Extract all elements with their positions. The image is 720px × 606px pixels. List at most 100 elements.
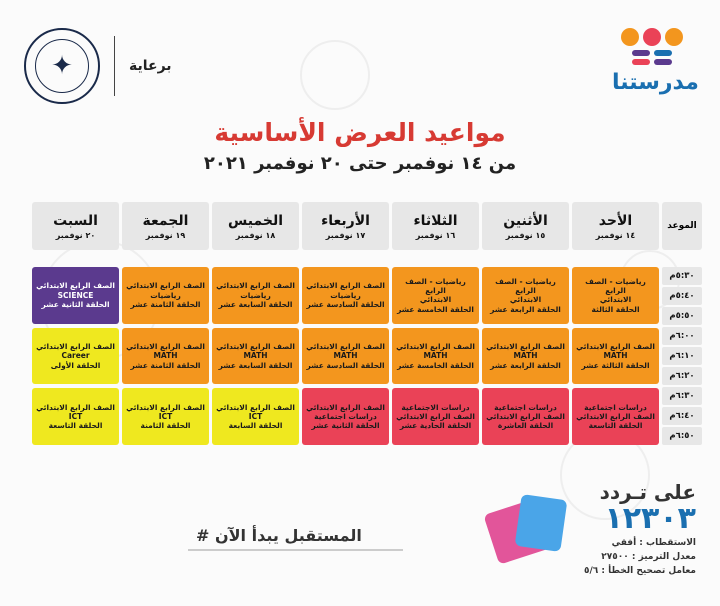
slot-line: الصف الرابع الابتدائي — [216, 281, 295, 291]
program-slot: الصف الرابع الابتدائي MATH الحلقة السابعة … — [212, 327, 299, 385]
slot-line: الحلقة التاسعة — [48, 421, 103, 431]
program-slot: الصف الرابع الابتدائي MATH الحلقة الثامنة … — [122, 327, 209, 385]
slot-line: رياضيات - الصف الرابع — [405, 276, 466, 295]
slot-line: الحلقة السابعة عشر — [218, 300, 293, 310]
day-date: ٢٠ نوفمبر — [55, 230, 96, 240]
frequency-label: على تـردد — [599, 480, 696, 504]
program-slot: الصف الرابع الابتدائي MATH الحلقة الرابعة … — [482, 327, 569, 385]
program-slot: الصف الرابع الابتدائي Career الحلقة الأولى — [32, 327, 119, 385]
slot-line: Career — [61, 351, 90, 361]
day-header: الأربعاء ١٧ نوفمبر — [302, 202, 389, 250]
frequency-info: على تـردد ١٢٣٠٣ الاستقطاب : أفقي معدل ال… — [576, 480, 696, 576]
time-slot-label: ٦:١٠م — [662, 347, 702, 365]
slot-line: الصف الرابع الابتدائي — [396, 341, 475, 351]
program-slot: الصف الرابع الابتدائي MATH الحلقة الخامسة … — [392, 327, 479, 385]
day-date: ١٥ نوفمبر — [505, 230, 546, 240]
day-column: الصف الرابع الابتدائي رياضيات الحلقة الساد… — [302, 267, 389, 446]
day-header: الخميس ١٨ نوفمبر — [212, 202, 299, 250]
symbol-rate-text: معدل الترميز : ٢٧٥٠٠ — [601, 552, 696, 562]
program-slot: الصف الرابع الابتدائي ICT الحلقة التاسعة — [32, 388, 119, 446]
program-slot: رياضيات - الصف الرابع الابتدائي الحلقة الخ… — [392, 267, 479, 324]
madrasatna-logo: مدرستنا — [612, 28, 699, 95]
slot-line: الصف الرابع الابتدائي — [216, 402, 295, 412]
time-slot-label: ٦:٤٠م — [662, 407, 702, 425]
program-slot: الصف الرابع الابتدائي رياضيات الحلقة الساد… — [302, 267, 389, 324]
slot-line: الابتدائي — [599, 295, 632, 305]
slot-line: الحلقة العاشرة — [497, 421, 554, 431]
program-slot: الصف الرابع الابتدائي MATH الحلقة الثالثة … — [572, 327, 659, 385]
slot-line: ICT — [68, 411, 83, 421]
day-date: ١٧ نوفمبر — [325, 230, 366, 240]
books-illustration-icon — [478, 494, 578, 565]
slot-line: دراسات اجتماعية — [314, 411, 377, 421]
slot-line: MATH — [243, 351, 268, 361]
day-column: الصف الرابع الابتدائي رياضيات الحلقة الثام… — [122, 267, 209, 446]
day-name: الجمعة — [142, 212, 189, 229]
logo-bars — [612, 50, 692, 68]
slot-line: الحلقة الخامسة عشر — [397, 304, 474, 314]
slot-line: الصف الرابع الابتدائي — [576, 411, 655, 421]
day-column: رياضيات - الصف الرابع الابتدائي الحلقة الخ… — [392, 267, 479, 446]
slot-line: الابتدائي — [509, 295, 542, 305]
slot-line: الحلقة السابعة عشر — [218, 360, 293, 370]
program-slot: الصف الرابع الابتدائي MATH الحلقة السادسة … — [302, 327, 389, 385]
program-slot: دراسات الاجتماعية الصف الرابع الابتدائي ال… — [392, 388, 479, 446]
slot-line: SCIENCE — [57, 290, 94, 300]
day-column: الصف الرابع الابتدائي SCIENCE الحلقة الثان… — [32, 267, 119, 446]
day-header: الأحد ١٤ نوفمبر — [572, 202, 659, 250]
day-header: الأثنين ١٥ نوفمبر — [482, 202, 569, 250]
day-column: الصف الرابع الابتدائي رياضيات الحلقة الساب… — [212, 267, 299, 446]
day-date: ١٨ نوفمبر — [235, 230, 276, 240]
slot-line: MATH — [603, 351, 628, 361]
slot-line: الحلقة التاسعة — [588, 421, 643, 431]
slot-line: الصف الرابع الابتدائي — [36, 341, 115, 351]
slot-line: الصف الرابع الابتدائي — [36, 281, 115, 291]
slot-line: الصف الرابع الابتدائي — [306, 402, 385, 412]
slot-line: رياضيات - الصف الرابع — [585, 276, 646, 295]
slot-line: دراسات اجتماعية — [584, 402, 647, 412]
schedule-header-row: الموعد الأحد ١٤ نوفمبر الأثنين ١٥ نوفمبر الثل… — [22, 202, 702, 250]
day-header: الجمعة ١٩ نوفمبر — [122, 202, 209, 250]
slot-line: الحلقة الثالثة عشر — [581, 360, 650, 370]
slot-line: الحلقة الثالثة — [591, 304, 640, 314]
time-header: الموعد — [662, 202, 702, 250]
day-header: الثلاثاء ١٦ نوفمبر — [392, 202, 479, 250]
slot-line: الحلقة الثانية عشر — [41, 300, 110, 310]
day-column: رياضيات - الصف الرابع الابتدائي الحلقة الث… — [572, 267, 659, 446]
program-slot: الصف الرابع الابتدائي ICT الحلقة الثامنة — [122, 388, 209, 446]
slot-line: الحلقة الخامسة عشر — [397, 360, 474, 370]
slot-line: الحلقة الثانية عشر — [311, 421, 380, 431]
slot-line: الحلقة السادسة عشر — [306, 300, 385, 310]
slot-line: الصف الرابع الابتدائي — [306, 341, 385, 351]
sponsor-label: برعاية — [129, 58, 172, 74]
polarization-text: الاستقطاب : أفقي — [611, 538, 696, 548]
slot-line: الصف الرابع الابتدائي — [126, 281, 205, 291]
slot-line: الصف الرابع الابتدائي — [486, 341, 565, 351]
day-name: الأربعاء — [321, 212, 370, 229]
program-slot: الصف الرابع الابتدائي ICT الحلقة السابعة — [212, 388, 299, 446]
time-slot-label: ٦:٠٠م — [662, 327, 702, 345]
slot-line: الحلقة السابعة — [228, 421, 283, 431]
day-name: الثلاثاء — [413, 212, 458, 229]
day-name: الأثنين — [503, 212, 548, 229]
slot-line: رياضيات - الصف الرابع — [495, 276, 556, 295]
program-slot: الصف الرابع الابتدائي دراسات اجتماعية الحل… — [302, 388, 389, 446]
slot-line: الصف الرابع الابتدائي — [396, 411, 475, 421]
schedule-table: الموعد الأحد ١٤ نوفمبر الأثنين ١٥ نوفمبر الثل… — [22, 202, 702, 446]
day-date: ١٤ نوفمبر — [595, 230, 636, 240]
slot-line: MATH — [423, 351, 448, 361]
time-slot-label: ٦:٣٠م — [662, 387, 702, 405]
program-slot: دراسات اجتماعية الصف الرابع الابتدائي الحل… — [572, 388, 659, 446]
slot-line: الحلقة الثامنة عشر — [130, 300, 201, 310]
slot-line: الصف الرابع الابتدائي — [126, 402, 205, 412]
slot-line: ICT — [158, 411, 173, 421]
slot-line: الحلقة الرابعة عشر — [490, 304, 561, 314]
time-slot-label: ٥:٤٠م — [662, 287, 702, 305]
slot-line: الحلقة الحادية عشر — [399, 421, 472, 431]
time-slot-label: ٥:٥٠م — [662, 307, 702, 325]
time-column: ٥:٣٠م ٥:٤٠م ٥:٥٠م ٦:٠٠م ٦:١٠م ٦:٢٠م ٦:٣٠م ٦:٤٠م… — [662, 267, 702, 445]
hashtag-slogan: # المستقبل يبدأ الآن — [196, 526, 362, 545]
page-title: مواعيد العرض الأساسية — [214, 118, 506, 147]
slot-line: رياضيات — [330, 290, 361, 300]
time-slot-label: ٥:٣٠م — [662, 267, 702, 285]
